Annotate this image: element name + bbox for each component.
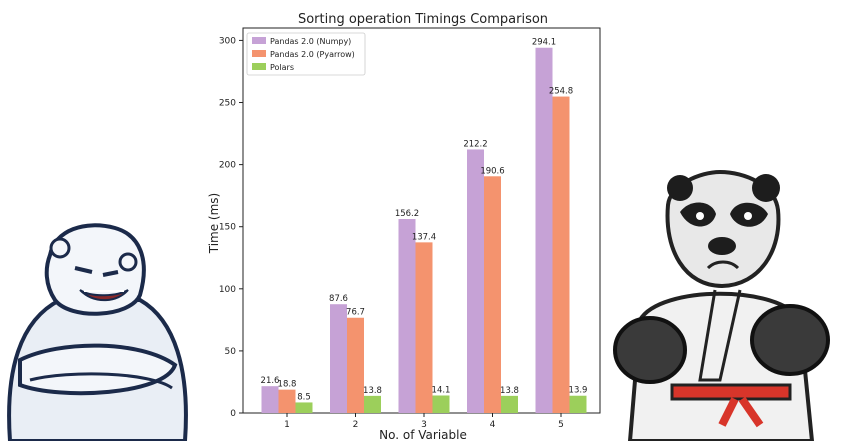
x-tick-label: 2 — [353, 420, 359, 430]
data-label: 212.2 — [463, 139, 487, 149]
chart-title: Sorting operation Timings Comparison — [298, 12, 548, 27]
data-label: 18.8 — [278, 380, 297, 390]
bar-polars-1 — [295, 402, 313, 413]
x-axis-label: No. of Variable — [379, 428, 467, 441]
y-tick-label: 150 — [219, 223, 236, 233]
bar-polars-4 — [501, 395, 518, 413]
bar-pandas-2-0-pyarrow--2 — [347, 317, 364, 413]
data-label: 8.5 — [297, 392, 311, 402]
bar-pandas-2-0-numpy--4 — [467, 149, 484, 413]
data-label: 190.6 — [480, 166, 504, 176]
y-tick-label: 250 — [219, 99, 236, 109]
y-tick-label: 100 — [219, 285, 236, 295]
bar-pandas-2-0-pyarrow--4 — [484, 176, 501, 413]
data-label: 87.6 — [329, 294, 348, 304]
y-axis-ticks: 0 50 100 150 200 250 300 — [219, 36, 243, 419]
data-label: 13.8 — [363, 386, 382, 396]
polar-bear-mascot-icon — [7, 223, 188, 441]
data-label: 294.1 — [532, 38, 556, 48]
legend-box — [246, 32, 366, 76]
y-tick-label: 0 — [230, 409, 236, 419]
legend-swatch-numpy — [252, 37, 266, 44]
bar-pandas-2-0-numpy--5 — [535, 47, 553, 414]
data-label: 13.8 — [500, 386, 519, 396]
y-tick-label: 300 — [219, 36, 236, 46]
data-label: 21.6 — [261, 376, 280, 386]
bar-pandas-2-0-pyarrow--3 — [415, 242, 433, 413]
data-label: 14.1 — [432, 385, 451, 395]
data-label: 137.4 — [412, 232, 436, 242]
legend: Pandas 2.0 (Numpy) Pandas 2.0 (Pyarrow) … — [246, 32, 366, 76]
data-label: 13.9 — [569, 386, 588, 396]
panda-boxer-mascot-icon — [613, 169, 830, 441]
data-label: 76.7 — [346, 308, 365, 318]
legend-swatch-polars — [252, 63, 266, 70]
y-tick-label: 200 — [219, 161, 236, 171]
bar-chart: Sorting operation Timings Comparison No.… — [207, 12, 601, 441]
bar-pandas-2-0-numpy--3 — [398, 219, 416, 413]
data-label: 156.2 — [395, 209, 419, 219]
x-tick-label: 1 — [284, 420, 290, 430]
legend-label-numpy: Pandas 2.0 (Numpy) — [270, 37, 351, 46]
bar-pandas-2-0-numpy--1 — [261, 386, 279, 413]
y-axis-label: Time (ms) — [207, 193, 221, 255]
legend-label-pyarrow: Pandas 2.0 (Pyarrow) — [270, 50, 355, 59]
bar-series — [261, 47, 587, 414]
x-tick-label: 4 — [490, 420, 496, 430]
bar-pandas-2-0-numpy--2 — [330, 304, 347, 413]
bar-polars-3 — [432, 395, 450, 413]
legend-label-polars: Polars — [270, 63, 294, 72]
bar-pandas-2-0-pyarrow--1 — [278, 389, 296, 413]
y-tick-label: 50 — [225, 347, 237, 357]
bar-polars-5 — [569, 395, 587, 413]
data-label: 254.8 — [549, 87, 573, 97]
bar-polars-2 — [364, 395, 381, 413]
x-tick-label: 3 — [421, 420, 427, 430]
data-labels: 21.618.88.5 87.6 76.7 13.8 156.2 137.4 14.1 212… — [261, 38, 588, 403]
bar-pandas-2-0-pyarrow--5 — [552, 96, 570, 413]
x-axis-ticks: 1 2 3 4 5 — [284, 413, 564, 430]
x-tick-label: 5 — [558, 420, 564, 430]
legend-swatch-pyarrow — [252, 50, 266, 57]
